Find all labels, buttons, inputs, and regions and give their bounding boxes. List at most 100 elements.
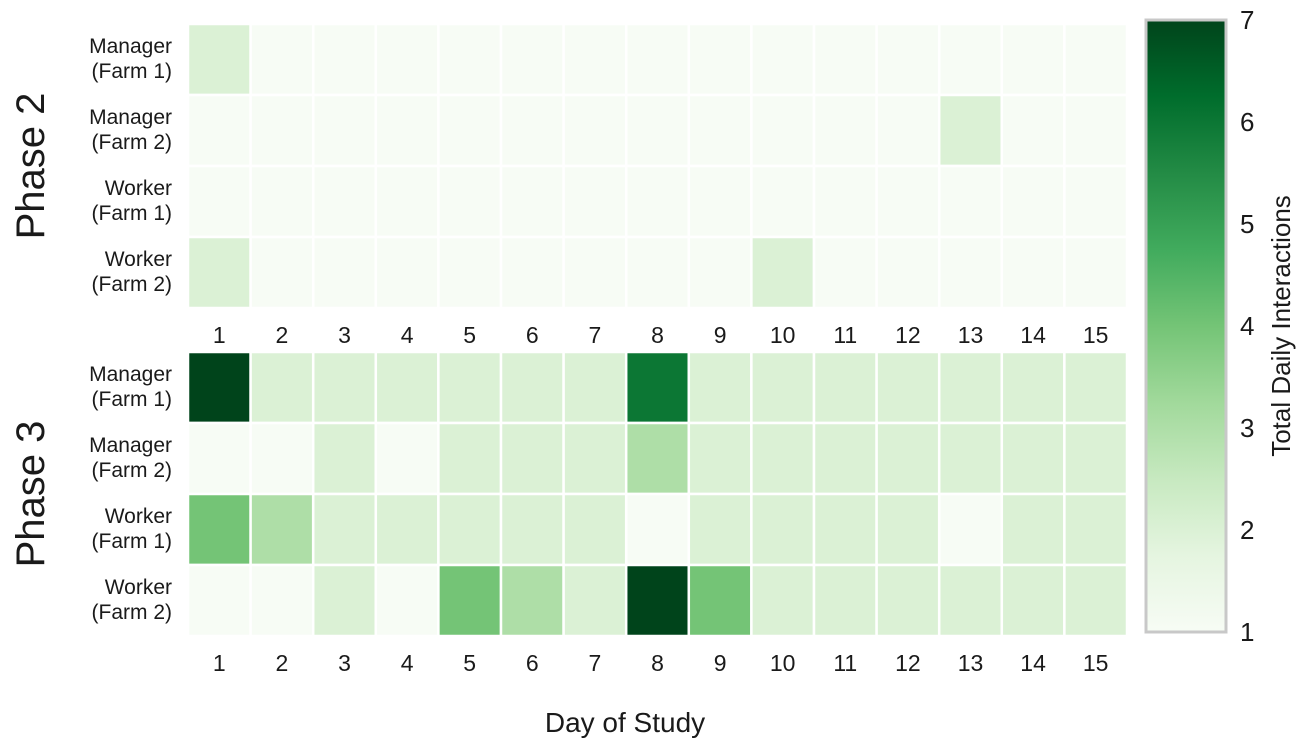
heatmap-cell [937, 421, 1004, 496]
heatmap-cell [812, 563, 878, 638]
colorbar-tick-label: 6 [1240, 107, 1254, 137]
x-tick-label: 6 [526, 650, 539, 676]
heatmap-cell [562, 563, 628, 638]
phase-label: Phase 3 [9, 421, 53, 568]
heatmap-cell [374, 563, 440, 638]
heatmap-cell [624, 22, 691, 97]
heatmap-cell [624, 492, 691, 567]
heatmap-cell [624, 93, 691, 168]
x-tick-label: 5 [463, 322, 476, 348]
heatmap-cell [499, 563, 565, 638]
heatmap-cell [937, 492, 1004, 567]
row-label: Worker (Farm 2) [92, 248, 173, 296]
x-tick-label: 12 [895, 650, 921, 676]
heatmap-cell [812, 93, 878, 168]
heatmap-cell [186, 421, 252, 496]
heatmap-cell [812, 164, 878, 239]
colorbar-label: Total Daily Interactions [1266, 195, 1296, 457]
heatmap-cell [374, 22, 440, 97]
x-tick-label: 12 [895, 322, 921, 348]
heatmap-cell [186, 22, 252, 97]
heatmap-cell [437, 350, 503, 425]
heatmap-cell [937, 93, 1004, 168]
heatmap-cell [374, 492, 440, 567]
heatmap-cell [437, 164, 503, 239]
heatmap-cell [249, 235, 315, 310]
x-tick-label: 15 [1083, 650, 1109, 676]
x-tick-label: 14 [1020, 322, 1046, 348]
heatmap-cell [812, 421, 878, 496]
heatmap-cell [812, 492, 878, 567]
x-tick-label: 8 [651, 650, 664, 676]
heatmap-cell [186, 235, 252, 310]
heatmap-cell [750, 350, 816, 425]
x-tick-label: 3 [338, 322, 351, 348]
x-tick-label: 3 [338, 650, 351, 676]
row-label: Manager (Farm 1) [89, 35, 172, 83]
x-tick-label: 10 [770, 650, 796, 676]
x-tick-label: 2 [276, 322, 289, 348]
heatmap-cell [437, 421, 503, 496]
heatmap-cell [186, 164, 252, 239]
heatmap-cell [812, 22, 878, 97]
heatmap-cell [499, 492, 565, 567]
heatmap-cell [1063, 421, 1129, 496]
heatmap-cell [687, 22, 753, 97]
heatmap-cell [374, 93, 440, 168]
x-tick-label: 15 [1083, 322, 1109, 348]
heatmap-cell [875, 164, 941, 239]
heatmap-cell [311, 350, 378, 425]
heatmap-cell [311, 492, 378, 567]
heatmap-cell [624, 563, 691, 638]
heatmap-cell [750, 421, 816, 496]
heatmap-cell [875, 22, 941, 97]
heatmap-cell [937, 22, 1004, 97]
row-label: Worker (Farm 1) [92, 505, 173, 553]
heatmap-cell [374, 421, 440, 496]
heatmap-cell [249, 563, 315, 638]
heatmap-cell [812, 350, 878, 425]
heatmap-cell [750, 164, 816, 239]
heatmap-cell [186, 492, 252, 567]
x-tick-label: 8 [651, 322, 664, 348]
heatmap-cell [624, 421, 691, 496]
heatmap-cell [1000, 563, 1066, 638]
heatmap-cell [562, 492, 628, 567]
heatmap-cell [437, 235, 503, 310]
heatmap-cell [1063, 563, 1129, 638]
heatmap-cell [374, 235, 440, 310]
heatmap-cell [249, 164, 315, 239]
heatmap-panels: Manager (Farm 1) Manager (Farm 2) Worker (Far… [9, 22, 1129, 676]
heatmap-cell [311, 421, 378, 496]
heatmap-cell [437, 22, 503, 97]
heatmap-cell [437, 563, 503, 638]
heatmap-cell [687, 563, 753, 638]
x-tick-label: 11 [833, 650, 857, 676]
colorbar-gradient [1144, 18, 1228, 634]
row-label: Manager (Farm 1) [89, 363, 172, 411]
heatmap-cell [562, 350, 628, 425]
x-tick-label: 13 [958, 322, 984, 348]
heatmap-cell [750, 22, 816, 97]
heatmap-cell [750, 235, 816, 310]
heatmap-cell [437, 492, 503, 567]
heatmap-cell [562, 22, 628, 97]
x-tick-label: 10 [770, 322, 796, 348]
x-tick-label: 1 [213, 322, 226, 348]
heatmap-cell [687, 492, 753, 567]
heatmap-cell [1000, 93, 1066, 168]
heatmap-cell [249, 421, 315, 496]
heatmap-cell [499, 93, 565, 168]
x-tick-label: 7 [589, 650, 602, 676]
heatmap-cell [562, 235, 628, 310]
heatmap-cell [374, 164, 440, 239]
heatmap-cell [875, 235, 941, 310]
heatmap-cell [249, 350, 315, 425]
heatmap-cell [687, 421, 753, 496]
heatmap-cell [812, 235, 878, 310]
heatmap-cell [1000, 235, 1066, 310]
heatmap-cell [750, 93, 816, 168]
heatmap-cell [1063, 235, 1129, 310]
heatmap-cell [624, 235, 691, 310]
colorbar-tick-label: 1 [1240, 617, 1254, 647]
